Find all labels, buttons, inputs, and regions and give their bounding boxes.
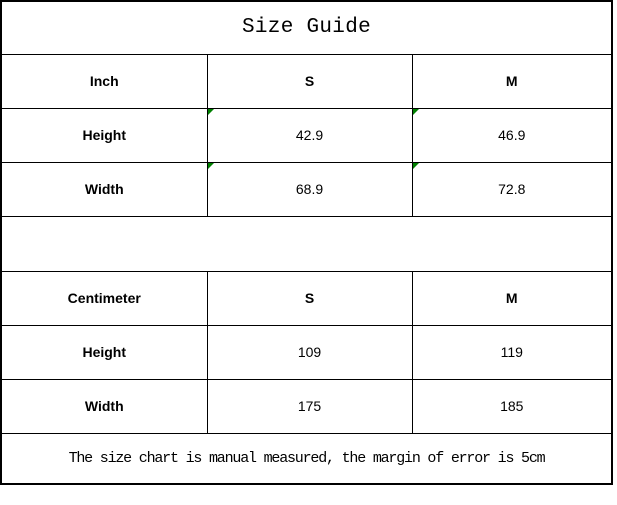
page-title: Size Guide [0, 0, 613, 55]
cell-value: 42.9 [295, 127, 324, 143]
cm-width-label: Width [0, 378, 208, 434]
cm-height-label: Height [0, 324, 208, 380]
cm-col-header-m: M [411, 270, 613, 326]
inch-width-s-cell: 68.9 [206, 161, 413, 217]
inch-col-header-s: S [206, 53, 413, 109]
inch-col-header-m: M [411, 53, 613, 109]
cm-col-header-s: S [206, 270, 413, 326]
cell-error-indicator-icon [413, 163, 419, 169]
table-row: Height 109 119 [0, 324, 613, 380]
cm-width-s-cell: 175 [206, 378, 413, 434]
cell-error-indicator-icon [208, 109, 214, 115]
footer-note: The size chart is manual measured, the m… [0, 432, 613, 485]
inch-height-s-cell: 42.9 [206, 107, 413, 163]
cm-unit-header: Centimeter [0, 270, 208, 326]
cell-value: 72.8 [498, 181, 526, 197]
inch-unit-header: Inch [0, 53, 208, 109]
cell-error-indicator-icon [413, 109, 419, 115]
cm-height-m-cell: 119 [411, 324, 613, 380]
cell-value: 68.9 [295, 181, 324, 197]
cm-width-m-cell: 185 [411, 378, 613, 434]
table-row: Width 175 185 [0, 378, 613, 434]
inch-width-label: Width [0, 161, 208, 217]
table-row: Height 42.9 46.9 [0, 107, 613, 163]
cm-height-s-cell: 109 [206, 324, 413, 380]
cell-error-indicator-icon [208, 163, 214, 169]
inch-height-m-cell: 46.9 [411, 107, 613, 163]
cell-value: 46.9 [498, 127, 526, 143]
inch-width-m-cell: 72.8 [411, 161, 613, 217]
table-row: Width 68.9 72.8 [0, 161, 613, 217]
size-guide-table: Size Guide Inch S M Height 42.9 46.9 Wid… [0, 0, 614, 485]
spacer-row [0, 215, 613, 272]
inch-height-label: Height [0, 107, 208, 163]
